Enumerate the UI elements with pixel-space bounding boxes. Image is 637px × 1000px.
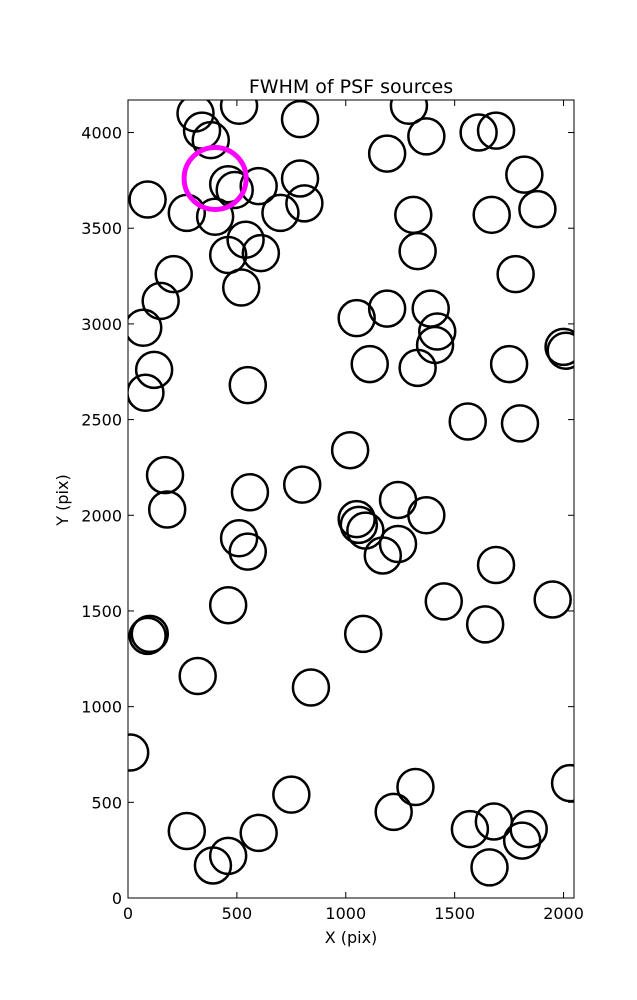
data-points [128, 100, 574, 887]
psf-source-marker [337, 298, 376, 338]
psf-source-marker [339, 505, 379, 545]
psf-source-marker [228, 365, 268, 405]
x-tick-label: 1000 [325, 904, 366, 923]
axis-ticks: 0 500 1000 1500 2000 0 500 1000 1500 2000 2500 3000… [81, 100, 584, 923]
psf-source-marker [465, 605, 505, 644]
y-tick-label: 1000 [81, 698, 122, 717]
psf-source-marker [544, 327, 574, 367]
y-tick-label: 4000 [81, 124, 122, 143]
plot-area-frame [127, 99, 575, 899]
psf-source-marker [533, 580, 572, 619]
psf-source-marker [272, 775, 311, 814]
y-tick-label: 500 [91, 793, 122, 812]
psf-source-marker [367, 289, 407, 328]
psf-source-marker [128, 616, 167, 656]
chart-title: FWHM of PSF sources [249, 76, 453, 98]
psf-source-marker [448, 402, 487, 441]
psf-source-marker [505, 155, 544, 194]
psf-source-marker [489, 344, 529, 384]
psf-source-marker [470, 848, 509, 887]
psf-source-marker [134, 350, 174, 390]
highlighted-source [181, 144, 249, 212]
psf-source-marker [496, 254, 535, 294]
psf-source-marker [546, 331, 574, 370]
psf-source-marker [167, 811, 207, 851]
psf-source-marker [208, 585, 248, 625]
psf-source-marker [350, 344, 389, 384]
psf-source-marker [407, 496, 446, 535]
psf-source-marker [239, 166, 278, 206]
psf-source-marker [128, 373, 165, 413]
psf-source-marker [241, 233, 281, 273]
x-axis-label: X (pix) [325, 928, 378, 947]
psf-source-marker [472, 195, 511, 235]
psf-source-marker [228, 532, 268, 571]
psf-source-marker [230, 473, 270, 512]
psf-source-marker [389, 100, 429, 125]
psf-source-marker [378, 480, 418, 520]
psf-source-marker [378, 524, 418, 564]
psf-source-marker [282, 465, 322, 504]
psf-source-marker [407, 117, 446, 156]
psf-source-marker [128, 180, 167, 219]
psf-source-marker [208, 235, 248, 275]
psf-source-marker [411, 289, 450, 328]
x-tick-label: 0 [123, 904, 133, 923]
psf-source-marker [330, 430, 370, 470]
psf-source-marker [128, 308, 163, 347]
psf-source-marker [394, 195, 433, 235]
psf-source-marker [343, 614, 383, 654]
psf-source-marker [291, 668, 331, 707]
psf-source-marker [280, 100, 320, 139]
psf-source-marker [195, 197, 235, 236]
psf-source-marker [239, 813, 278, 853]
y-tick-label: 3000 [81, 315, 122, 334]
y-tick-label: 1500 [81, 602, 122, 621]
psf-source-marker [500, 404, 540, 443]
highlight-circle [181, 144, 249, 212]
psf-source-marker [417, 312, 457, 351]
psf-source-marker [363, 536, 403, 575]
y-axis-label: Y (pix) [53, 474, 72, 526]
psf-source-marker [219, 100, 259, 125]
psf-source-marker [285, 184, 324, 223]
x-tick-label: 500 [222, 904, 253, 923]
psf-source-marker [367, 134, 407, 173]
psf-source-marker [518, 189, 557, 229]
psf-source-marker [502, 821, 542, 860]
y-tick-label: 3500 [81, 219, 122, 238]
psf-source-marker [154, 254, 193, 294]
psf-source-marker [450, 809, 490, 849]
psf-source-marker [215, 170, 254, 210]
psf-source-marker [346, 511, 385, 550]
psf-source-marker [476, 545, 516, 585]
psf-source-marker [398, 231, 437, 271]
x-tick-label: 1500 [434, 904, 475, 923]
psf-source-marker [147, 490, 187, 529]
psf-source-marker [141, 281, 180, 321]
psf-source-marker [280, 159, 320, 198]
psf-source-marker [261, 193, 300, 233]
psf-source-marker [476, 111, 516, 150]
psf-source-marker [221, 268, 261, 307]
psf-source-marker [374, 792, 413, 832]
psf-source-marker [550, 763, 574, 803]
psf-source-marker [128, 733, 150, 772]
psf-source-marker [219, 518, 259, 558]
psf-source-marker [459, 113, 498, 152]
psf-source-marker [178, 656, 217, 696]
y-tick-label: 2000 [81, 506, 122, 525]
psf-source-marker [130, 614, 170, 654]
psf-source-marker [145, 455, 185, 495]
psf-source-marker [509, 809, 548, 849]
psf-source-marker [396, 767, 435, 807]
y-tick-label: 2500 [81, 411, 122, 430]
y-tick-label: 0 [112, 889, 122, 908]
psf-source-marker [193, 846, 233, 885]
psf-source-marker [398, 348, 437, 388]
psf-source-marker [424, 582, 464, 621]
x-tick-label: 2000 [543, 904, 584, 923]
psf-source-marker [191, 120, 231, 160]
